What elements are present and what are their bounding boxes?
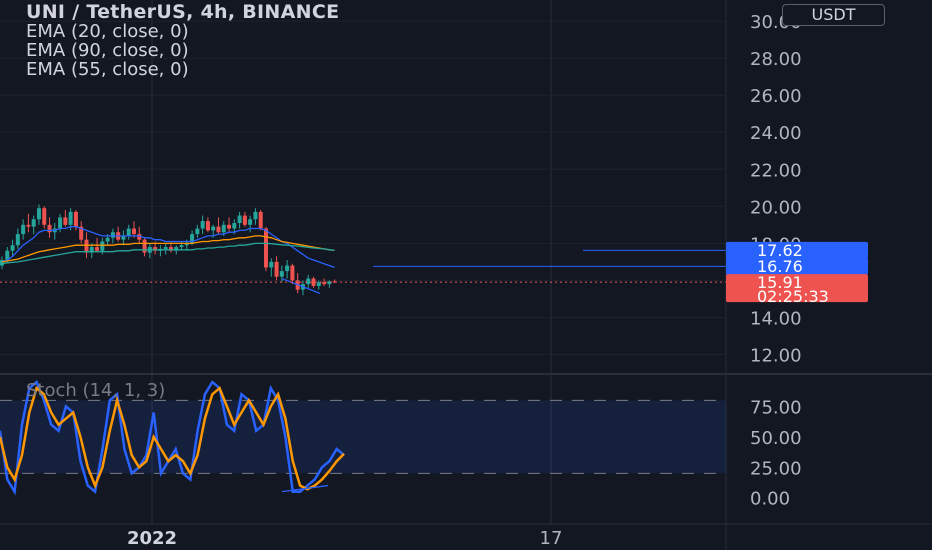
candle-body	[42, 208, 47, 225]
candle-body	[95, 247, 100, 251]
candle-body	[132, 228, 136, 235]
candle-body	[216, 226, 221, 233]
candle-body	[26, 224, 31, 227]
candle-body	[311, 278, 316, 286]
candle-body	[248, 219, 253, 225]
price-tick-label: 24.00	[750, 123, 802, 144]
candle-body	[142, 239, 147, 253]
candle-body	[200, 221, 205, 229]
candle-body	[316, 282, 321, 286]
candle-body	[110, 232, 115, 238]
candle-body	[221, 224, 226, 233]
price-tag	[726, 274, 868, 303]
symbol-title[interactable]: UNI / TetherUS, 4h, BINANCE	[26, 1, 340, 23]
candle-body	[174, 247, 179, 251]
stoch-tick-label: 75.00	[750, 397, 802, 418]
candle-body	[168, 247, 173, 251]
ema-lines	[1, 226, 335, 269]
candle-body	[0, 260, 4, 266]
trendline-stoch	[281, 484, 329, 493]
candle-body	[36, 208, 41, 220]
stoch-label: Stoch (14, 1, 3)	[26, 380, 165, 401]
candle-body	[179, 245, 184, 248]
currency-badge[interactable]: USDT	[782, 4, 885, 26]
candle-body	[205, 221, 210, 231]
candle-body	[89, 247, 94, 253]
price-tick-label: 12.00	[750, 345, 802, 366]
candle-body	[237, 215, 242, 223]
price-tag-label: 17.62	[757, 241, 803, 260]
candle-body	[242, 215, 247, 225]
candle-body	[195, 228, 200, 235]
candle-body	[137, 234, 142, 240]
ema-line	[1, 226, 335, 269]
stoch-lines	[0, 380, 345, 496]
candle-body	[126, 228, 131, 236]
indicator-ema-90[interactable]: EMA (90, close, 0)	[26, 40, 189, 61]
candle-body	[274, 261, 279, 277]
candle-body	[153, 247, 158, 251]
stoch-line	[0, 386, 345, 491]
candle-body	[68, 211, 73, 225]
price-tag-countdown: 02:25:33	[757, 287, 829, 306]
candle-body	[211, 226, 216, 231]
candle-body	[306, 278, 311, 285]
price-tag-label: 16.76	[757, 257, 803, 276]
candle-body	[100, 241, 105, 251]
time-tick-label: 2022	[127, 528, 177, 549]
stoch-tick-label: 25.00	[750, 458, 802, 479]
candle-body	[290, 265, 295, 281]
candle-body	[227, 224, 232, 229]
candle-body	[63, 217, 68, 225]
candle-body	[31, 219, 36, 227]
candle-body	[184, 243, 189, 246]
candle-body	[15, 234, 20, 246]
ema-line	[1, 242, 335, 265]
indicator-ema-20[interactable]: EMA (20, close, 0)	[26, 21, 189, 42]
candle-body	[47, 224, 52, 233]
overlays	[0, 249, 726, 493]
price-tag-label: 15.91	[757, 273, 803, 292]
candle-body	[327, 281, 332, 285]
candle-body	[84, 239, 89, 253]
time-axis[interactable]: 2022 17	[127, 528, 563, 549]
stoch-tick-label: 0.00	[750, 489, 790, 510]
candle-body	[253, 211, 258, 220]
ema-line	[1, 235, 335, 263]
chart-legend: UNI / TetherUS, 4h, BINANCE EMA (20, clo…	[26, 1, 340, 80]
candle-body	[121, 235, 126, 240]
candle-body	[258, 211, 263, 229]
candle-body	[285, 265, 290, 272]
time-tick-label: 17	[540, 528, 563, 549]
candle-body	[322, 282, 327, 285]
candle-body	[163, 247, 168, 249]
stoch-tick-label: 50.00	[750, 428, 802, 449]
candle-body	[5, 250, 10, 261]
price-tag	[726, 257, 868, 275]
candle-body	[105, 237, 110, 242]
candle-body	[79, 226, 84, 240]
indicator-ema-55[interactable]: EMA (55, close, 0)	[26, 59, 189, 80]
price-tick-label: 20.00	[750, 197, 802, 218]
candle-body	[269, 261, 274, 268]
candle-body	[232, 222, 237, 229]
candle-body	[279, 271, 284, 277]
price-tick-label: 28.00	[750, 49, 802, 70]
stoch-line	[0, 380, 345, 496]
candle-body	[73, 211, 78, 227]
candle-body	[21, 224, 26, 235]
candle-body	[10, 245, 15, 251]
price-tick-label: 26.00	[750, 86, 802, 107]
candle-body	[190, 234, 195, 244]
price-tick-label: 22.00	[750, 160, 802, 181]
price-tag	[726, 241, 868, 259]
candle-body	[332, 281, 337, 283]
candle-body	[264, 228, 268, 268]
trendline-price	[281, 277, 321, 294]
candle-body	[58, 217, 63, 229]
price-tick-label: 14.00	[750, 308, 802, 329]
